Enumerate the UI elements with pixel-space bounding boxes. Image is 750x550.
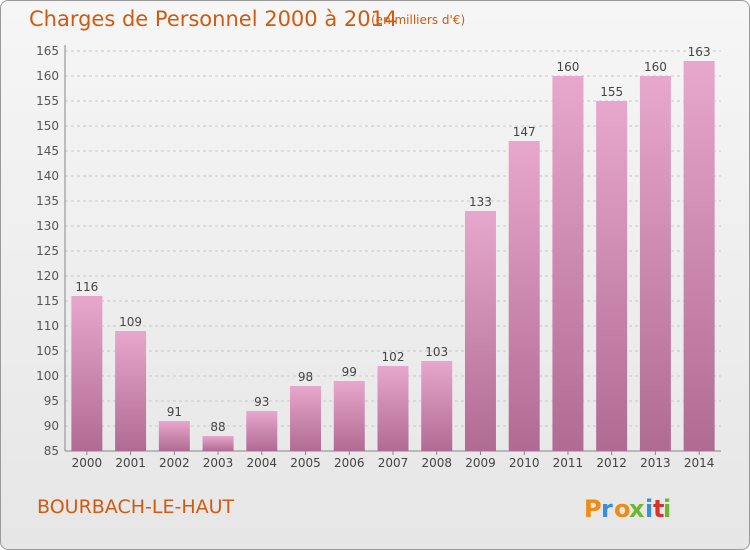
data-label-2010: 147 [513, 125, 536, 139]
bar-2013 [639, 76, 671, 451]
bar-chart: 116 109 91 88 93 98 99 102 103 133 147 160 155 160 163… [36, 44, 721, 470]
logo-letter: o [614, 495, 631, 523]
y-tick-label: 160 [36, 69, 59, 83]
x-tick-label: 2006 [334, 456, 365, 470]
x-tick-label: 2014 [684, 456, 715, 470]
data-label-2001: 109 [119, 315, 142, 329]
data-label-2000: 116 [75, 280, 98, 294]
bar-2008 [421, 361, 453, 451]
y-tick-label: 90 [44, 419, 59, 433]
logo-letter: i [645, 495, 653, 523]
x-tick-label: 2011 [553, 456, 584, 470]
bar-2010 [508, 141, 540, 451]
tick-labels: 85 90 95 100 105 110 115 120 125 130 135 140 145 150 1… [36, 44, 714, 470]
data-label-2003: 88 [210, 420, 225, 434]
y-tick-label: 135 [36, 194, 59, 208]
bar-2002 [158, 421, 190, 451]
logo-letter: i [663, 495, 671, 523]
chart-subtitle: (en milliers d'€) [371, 13, 466, 27]
data-label-2009: 133 [469, 195, 492, 209]
bar-2012 [596, 101, 628, 451]
y-tick-label: 125 [36, 244, 59, 258]
bars [71, 61, 715, 451]
data-label-2008: 103 [425, 345, 448, 359]
x-tick-label: 2000 [72, 456, 103, 470]
data-label-2011: 160 [556, 60, 579, 74]
y-tick-label: 150 [36, 119, 59, 133]
logo-letter: P [584, 495, 602, 523]
commune-name: BOURBACH-LE-HAUT [37, 496, 235, 518]
data-label-2005: 98 [298, 370, 313, 384]
data-label-2007: 102 [382, 350, 405, 364]
x-tick-label: 2003 [203, 456, 234, 470]
data-label-2006: 99 [342, 365, 357, 379]
data-label-2004: 93 [254, 395, 269, 409]
data-label-2013: 160 [644, 60, 667, 74]
logo-letter: t [653, 495, 664, 523]
x-tick-label: 2004 [247, 456, 278, 470]
x-tick-label: 2002 [159, 456, 190, 470]
x-tick-label: 2009 [465, 456, 496, 470]
y-tick-label: 110 [36, 319, 59, 333]
bar-2003 [202, 436, 234, 451]
x-tick-label: 2010 [509, 456, 540, 470]
data-label-2012: 155 [600, 85, 623, 99]
bar-2009 [464, 211, 496, 451]
y-tick-label: 145 [36, 144, 59, 158]
bar-2000 [71, 296, 103, 451]
bar-2005 [290, 386, 322, 451]
bar-2011 [552, 76, 584, 451]
x-tick-label: 2001 [115, 456, 146, 470]
logo-letter: r [601, 495, 613, 523]
y-tick-label: 140 [36, 169, 59, 183]
y-tick-label: 130 [36, 219, 59, 233]
bar-2001 [115, 331, 147, 451]
data-label-2002: 91 [167, 405, 182, 419]
bar-2004 [246, 411, 278, 451]
y-tick-label: 165 [36, 44, 59, 58]
bar-2014 [683, 61, 715, 451]
y-tick-label: 95 [44, 394, 59, 408]
bar-2007 [377, 366, 409, 451]
x-tick-label: 2008 [421, 456, 452, 470]
y-tick-label: 115 [36, 294, 59, 308]
x-tick-label: 2012 [596, 456, 627, 470]
y-tick-label: 85 [44, 444, 59, 458]
chart-title: Charges de Personnel 2000 à 2014 [29, 7, 398, 31]
x-tick-label: 2005 [290, 456, 321, 470]
x-tick-label: 2007 [378, 456, 409, 470]
y-tick-label: 100 [36, 369, 59, 383]
bar-2006 [333, 381, 365, 451]
x-tick-label: 2013 [640, 456, 671, 470]
data-label-2014: 163 [688, 45, 711, 59]
logo-letter: x [629, 495, 645, 523]
y-tick-label: 105 [36, 344, 59, 358]
y-tick-label: 120 [36, 269, 59, 283]
data-labels: 116 109 91 88 93 98 99 102 103 133 147 160 155 160 163 [75, 45, 710, 434]
y-tick-label: 155 [36, 94, 59, 108]
